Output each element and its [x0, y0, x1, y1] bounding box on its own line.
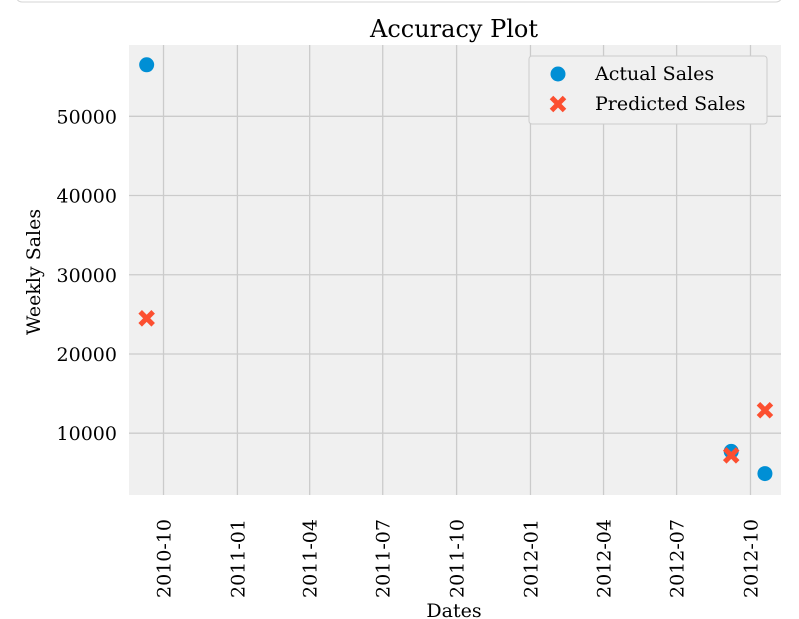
actual-sales-point — [757, 466, 773, 482]
x-tick-label: 2012-07 — [667, 519, 689, 598]
predicted-sales-point — [756, 401, 774, 419]
y-tick-label: 30000 — [57, 265, 117, 287]
y-tick-label: 50000 — [57, 106, 117, 128]
x-tick-label: 2011-01 — [227, 519, 249, 598]
predicted-sales-point — [138, 310, 155, 327]
x-tick-label: 2012-01 — [520, 519, 542, 598]
legend-box — [528, 55, 768, 125]
y-tick-label: 20000 — [57, 344, 117, 366]
legend-actual-label: Actual Sales — [594, 63, 714, 85]
x-tick-label: 2010-10 — [154, 519, 176, 598]
legend-predicted-label: Predicted Sales — [595, 93, 746, 115]
x-tick-label: 2011-10 — [447, 519, 469, 598]
data-markers — [138, 57, 774, 482]
x-axis-label: Dates — [426, 600, 481, 619]
legend: Actual Sales Predicted Sales — [528, 55, 768, 125]
legend-x-glyph — [549, 95, 567, 113]
predicted-sales-point — [722, 447, 740, 464]
actual-sales-point — [723, 443, 739, 459]
y-tick-label: 10000 — [57, 423, 117, 445]
x-tick-label: 2011-07 — [373, 519, 395, 598]
chart-title: Accuracy Plot — [369, 15, 538, 43]
x-tick-label: 2012-04 — [594, 519, 616, 598]
x-tick-label: 2011-04 — [300, 519, 322, 598]
tick-labels: 2010-10 2011-01 2011-04 2011-07 2011-10 2012-… — [57, 106, 763, 598]
y-tick-label: 40000 — [57, 186, 117, 208]
x-tick-label: 2012-10 — [740, 519, 762, 598]
legend-predicted-marker — [549, 95, 567, 113]
y-axis-label: Weekly Sales — [23, 209, 45, 335]
top-edge-frame — [16, 0, 782, 3]
legend-actual-marker — [550, 66, 566, 82]
actual-sales-point — [139, 57, 155, 73]
